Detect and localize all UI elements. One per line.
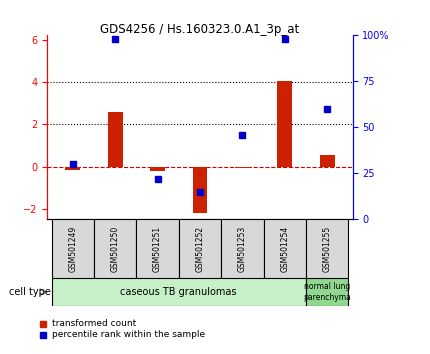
Bar — [277, 81, 292, 167]
Bar — [320, 155, 335, 167]
Bar — [306, 219, 348, 278]
Text: normal lung
parenchyma: normal lung parenchyma — [303, 282, 351, 302]
Text: GSM501250: GSM501250 — [111, 225, 120, 272]
Bar — [136, 219, 179, 278]
Text: cell type: cell type — [9, 287, 50, 297]
Bar — [221, 219, 264, 278]
Text: GSM501253: GSM501253 — [238, 225, 247, 272]
Bar — [306, 278, 348, 306]
Text: GSM501255: GSM501255 — [322, 225, 332, 272]
Bar — [108, 112, 123, 167]
Text: GDS4256 / Hs.160323.0.A1_3p_at: GDS4256 / Hs.160323.0.A1_3p_at — [100, 23, 300, 36]
Text: GSM501251: GSM501251 — [153, 225, 162, 272]
Text: transformed count: transformed count — [52, 319, 136, 329]
Bar — [150, 167, 165, 171]
Text: GSM501252: GSM501252 — [196, 225, 204, 272]
Text: caseous TB granulomas: caseous TB granulomas — [120, 287, 237, 297]
Bar — [52, 278, 306, 306]
Bar — [94, 219, 136, 278]
Bar — [65, 167, 80, 170]
Bar — [52, 219, 94, 278]
Text: GSM501254: GSM501254 — [280, 225, 289, 272]
Bar — [264, 219, 306, 278]
Bar — [235, 167, 250, 168]
Text: percentile rank within the sample: percentile rank within the sample — [52, 330, 205, 339]
Text: GSM501249: GSM501249 — [68, 225, 77, 272]
Bar — [193, 167, 207, 213]
Bar — [179, 219, 221, 278]
